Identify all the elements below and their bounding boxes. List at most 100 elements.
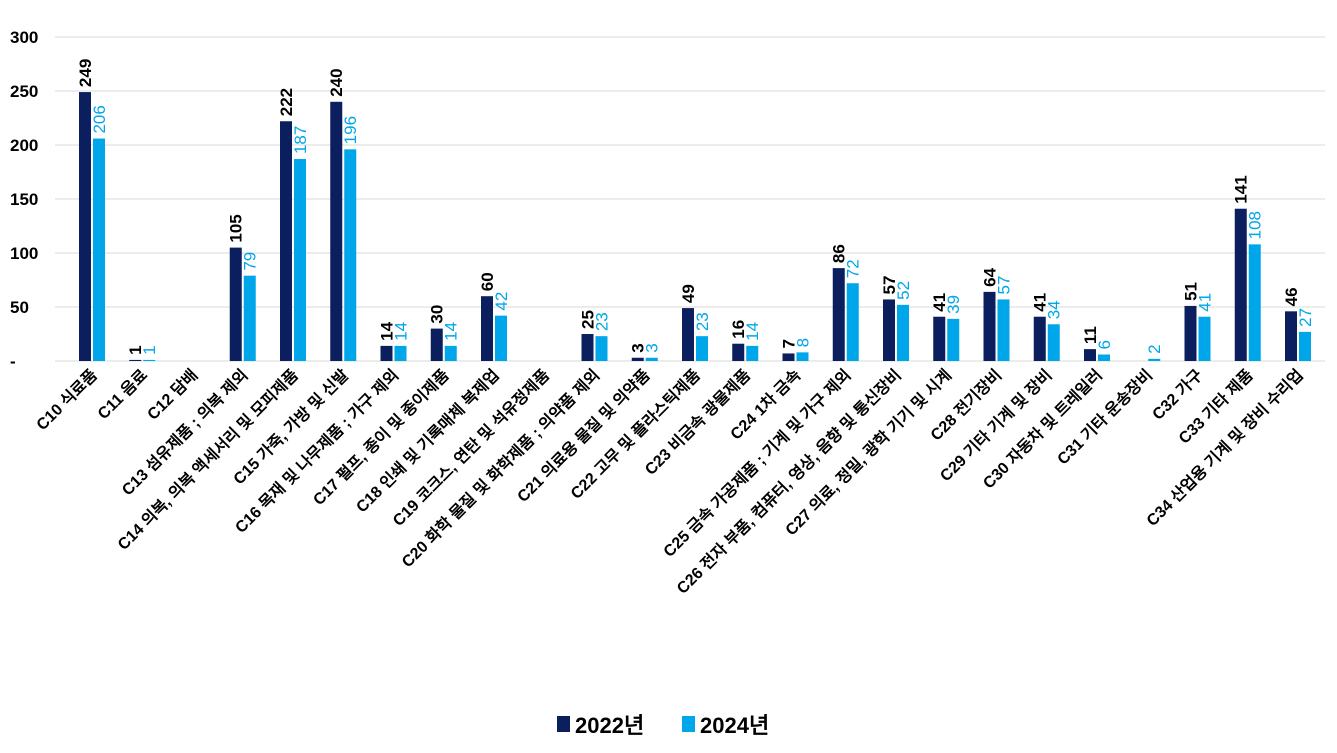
data-label: 1 <box>140 345 159 354</box>
data-label: 105 <box>227 214 246 242</box>
y-tick-label: 100 <box>10 244 38 263</box>
y-tick-label: 250 <box>10 82 38 101</box>
legend-label: 2024년 <box>700 713 769 738</box>
data-label: 240 <box>327 68 346 96</box>
data-label: 222 <box>277 88 296 116</box>
y-tick-label: 300 <box>10 28 38 47</box>
bar-2022년 <box>1184 305 1197 361</box>
bar-2024년 <box>595 336 608 361</box>
bar-2022년 <box>782 353 795 361</box>
data-label: 8 <box>794 338 813 347</box>
data-label: 3 <box>643 343 662 352</box>
bar-2022년 <box>1033 316 1046 361</box>
x-tick-label: C11 음료 <box>94 366 151 423</box>
legend: 2022년 2024년 <box>557 713 769 738</box>
bar-2024년 <box>746 345 759 361</box>
data-label: 52 <box>894 281 913 300</box>
bar-2024년 <box>1248 244 1261 361</box>
bar-2024년 <box>444 345 457 361</box>
data-label: 49 <box>679 284 698 303</box>
bar-2022년 <box>229 247 242 361</box>
data-label: 42 <box>492 292 511 311</box>
data-label: 6 <box>1095 340 1114 349</box>
bar-2022년 <box>983 291 996 361</box>
bar-2024년 <box>947 318 960 361</box>
data-label: 14 <box>392 322 411 341</box>
data-label: 51 <box>1182 282 1201 301</box>
x-tick-label: C31 기타 운송장비 <box>1054 366 1156 468</box>
bar-2022년 <box>330 101 343 362</box>
data-label: 16 <box>729 320 748 339</box>
bar-2022년 <box>631 357 644 361</box>
bar-2022년 <box>280 121 292 362</box>
bar-2022년 <box>481 296 493 361</box>
data-label: 34 <box>1045 300 1064 319</box>
data-label: 64 <box>981 267 1000 286</box>
y-tick-label: 50 <box>10 298 29 317</box>
bar-2024년 <box>1198 316 1211 361</box>
bar-2022년 <box>832 268 845 361</box>
data-label: 79 <box>241 252 260 271</box>
bar-2024년 <box>243 275 256 361</box>
y-tick-label: 150 <box>10 190 38 209</box>
data-label: 41 <box>1031 293 1050 312</box>
data-label: 11 <box>1081 326 1100 344</box>
bar-2022년 <box>1234 208 1247 361</box>
bar-2024년 <box>846 283 859 361</box>
legend-swatch <box>682 716 695 732</box>
data-label: 108 <box>1246 211 1265 239</box>
bar-2024년 <box>1098 354 1110 361</box>
bar-2024년 <box>495 315 507 361</box>
bar-2024년 <box>645 357 658 361</box>
data-label: 7 <box>780 339 799 348</box>
bar-2024년 <box>1047 324 1060 361</box>
data-label: 141 <box>1232 175 1251 203</box>
data-label: 46 <box>1282 287 1301 306</box>
data-label: 72 <box>844 259 863 278</box>
data-label: 3 <box>629 343 648 352</box>
bar-2024년 <box>1299 331 1311 361</box>
bar-2024년 <box>93 138 105 361</box>
y-axis: - 50 100 150 200 250 300 <box>10 28 38 371</box>
data-label: 39 <box>944 295 963 314</box>
data-label: 86 <box>830 244 849 263</box>
bar-2024년 <box>997 299 1010 361</box>
bar-2022년 <box>933 316 946 361</box>
bar-2022년 <box>430 328 443 361</box>
bar-2022년 <box>129 359 142 361</box>
x-tick-label: C10 식료품 <box>33 366 101 434</box>
bar-2022년 <box>1084 349 1096 361</box>
bar-2022년 <box>883 299 895 361</box>
bar-2022년 <box>732 343 745 361</box>
data-label: 57 <box>995 276 1014 295</box>
data-label: 14 <box>743 322 762 341</box>
legend-label: 2022년 <box>575 713 644 738</box>
bar-2022년 <box>682 308 694 361</box>
bar-2024년 <box>897 304 909 361</box>
data-label: 41 <box>930 293 949 312</box>
data-label: 1 <box>126 345 145 354</box>
data-label: 187 <box>291 126 310 154</box>
bar-2024년 <box>294 159 306 361</box>
bars: 2491105222240143060253491678657416441115… <box>76 59 1315 362</box>
x-tick-label: C25 금속 가공제품 ; 기계 및 가구 제외 <box>659 365 854 560</box>
bar-2024년 <box>394 345 407 361</box>
data-label: 2 <box>1145 344 1164 353</box>
bar-2022년 <box>79 92 91 361</box>
bar-2022년 <box>581 334 594 361</box>
data-label: 25 <box>579 310 598 329</box>
bar-2024년 <box>696 336 708 361</box>
data-label: 14 <box>442 322 461 341</box>
data-label: 23 <box>593 312 612 331</box>
data-label: 249 <box>76 59 95 87</box>
data-label: 14 <box>378 321 397 340</box>
gridlines <box>55 36 1325 362</box>
data-label: 41 <box>1196 293 1215 312</box>
data-label: 57 <box>880 276 899 295</box>
y-tick-label: 200 <box>10 136 38 155</box>
data-label: 206 <box>90 105 109 133</box>
data-label: 27 <box>1296 308 1315 327</box>
y-tick-label: - <box>10 352 16 371</box>
